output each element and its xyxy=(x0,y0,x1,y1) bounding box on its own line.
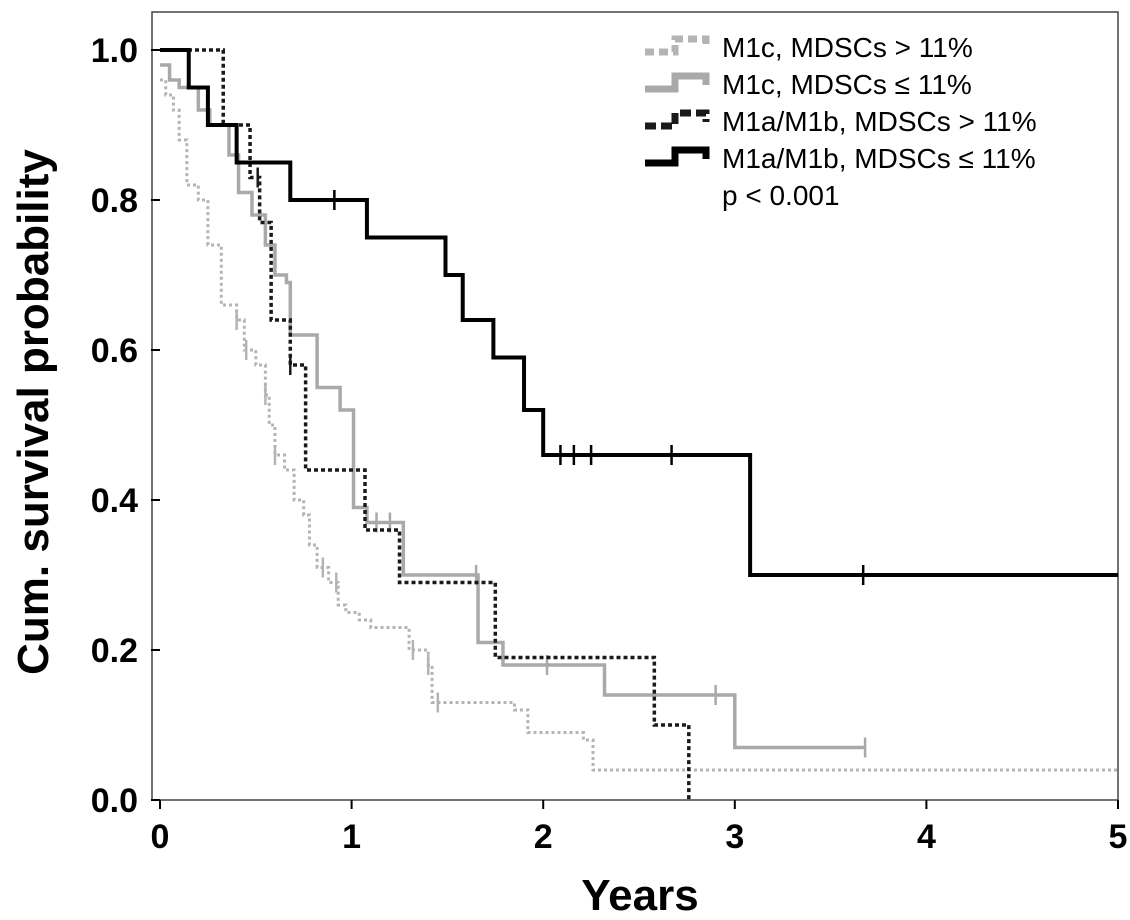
x-axis-title: Years xyxy=(581,871,698,920)
plot-frame xyxy=(151,11,1119,801)
legend-swatch-3 xyxy=(645,109,710,130)
legend-label-2: M1c, MDSCs ≤ 11% xyxy=(722,69,972,100)
legend-label-1: M1c, MDSCs > 11% xyxy=(722,32,973,63)
y-tick-label: 0.8 xyxy=(91,182,138,220)
legend-swatch-2 xyxy=(645,72,710,93)
x-tick-label: 4 xyxy=(917,818,936,856)
legend: M1c, MDSCs > 11% M1c, MDSCs ≤ 11% M1a/M1b,… xyxy=(645,32,1037,211)
p-value-annotation: p < 0.001 xyxy=(722,180,840,211)
series-line-4 xyxy=(160,48,1118,577)
legend-swatch-4 xyxy=(645,146,710,167)
legend-label-3: M1a/M1b, MDSCs > 11% xyxy=(722,106,1037,137)
legend-label-4: M1a/M1b, MDSCs ≤ 11% xyxy=(722,143,1036,174)
y-axis-title: Cum. survival probability xyxy=(9,149,58,675)
x-tick-label: 5 xyxy=(1109,818,1128,856)
y-tick-label: 0.4 xyxy=(91,482,138,520)
y-tick-label: 0.6 xyxy=(91,332,138,370)
series-line-3 xyxy=(160,48,691,800)
y-tick-label: 0.2 xyxy=(91,632,138,670)
y-tick-label: 0.0 xyxy=(91,782,138,820)
x-tick-label: 0 xyxy=(151,818,170,856)
x-tick-label: 3 xyxy=(725,818,744,856)
legend-swatch-1 xyxy=(645,35,710,56)
axis-ticks: 0 1 2 3 4 5 0.0 0.2 0.4 0.6 0.8 1.0 xyxy=(91,32,1128,856)
x-tick-label: 2 xyxy=(534,818,553,856)
series-layer xyxy=(160,48,1118,800)
y-tick-label: 1.0 xyxy=(91,32,138,70)
x-tick-label: 1 xyxy=(342,818,361,856)
series-line-1 xyxy=(160,78,1118,772)
